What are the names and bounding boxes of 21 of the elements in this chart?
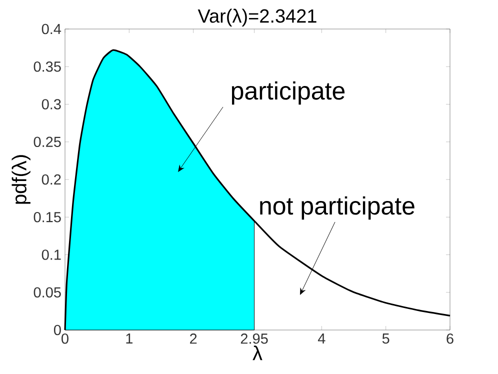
- y-tick-label: 0.15: [34, 212, 61, 222]
- y-tick-label: 0.2: [42, 174, 61, 185]
- x-tick-label: 2: [190, 334, 197, 344]
- y-tick-label: 0.4: [42, 24, 62, 34]
- y-axis-title: pdf(λ): [12, 155, 30, 204]
- x-tick-label: 0: [62, 334, 68, 344]
- x-tick-label: 5: [382, 334, 390, 344]
- y-tick-label: 0.1: [42, 250, 61, 260]
- y-tick-label: 0: [54, 324, 61, 336]
- x-tick-label: 2.95: [240, 334, 268, 344]
- y-tick-label: 0.25: [34, 136, 61, 148]
- x-axis-title: λ: [252, 346, 262, 360]
- annotation: not participate: [260, 196, 414, 220]
- x-tick-label: 6: [446, 334, 454, 344]
- y-tick-label: 0.05: [34, 287, 61, 298]
- y-tick-label: 0.35: [34, 61, 61, 72]
- x-tick-label: 4: [318, 334, 326, 344]
- chart-title: Var(λ)=2.3421: [198, 8, 316, 27]
- annotation: participate: [232, 81, 345, 105]
- x-tick-label: 1: [126, 334, 132, 344]
- y-tick-label: 0.3: [42, 99, 61, 110]
